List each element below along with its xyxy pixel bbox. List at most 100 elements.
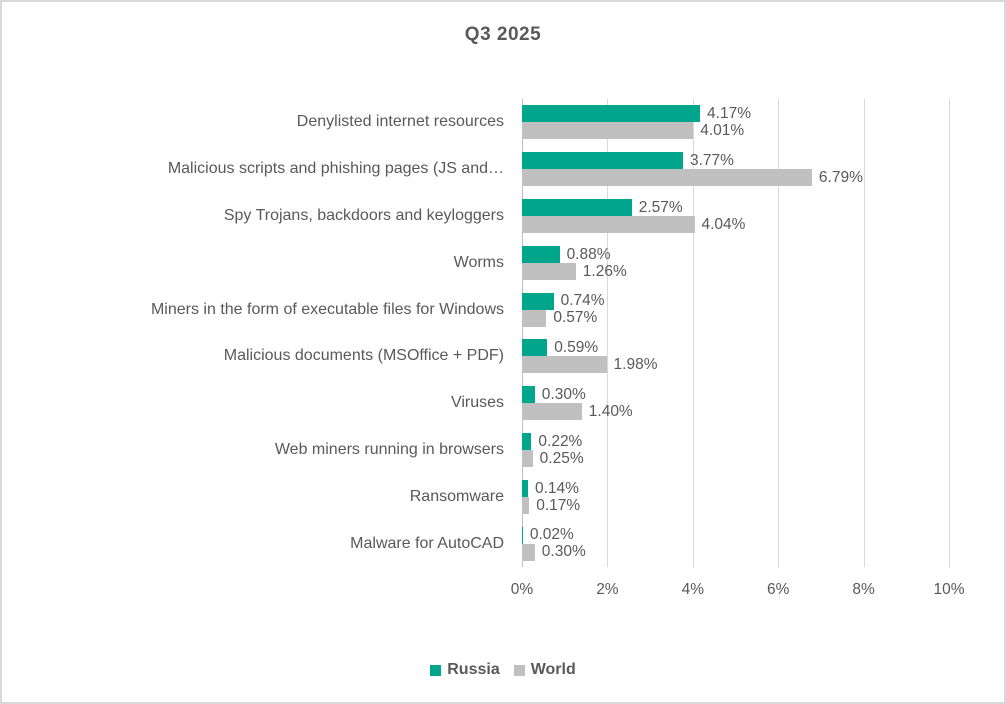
category-label: Malicious documents (MSOffice + PDF)	[223, 347, 504, 365]
bar-russia	[522, 432, 532, 450]
value-label-world: 1.40%	[588, 402, 633, 420]
bar-line-russia: 0.74%	[522, 292, 949, 310]
gridlines-layer	[522, 99, 950, 567]
bar-row: 0.30% 1.40%	[522, 380, 949, 427]
bar-russia	[522, 526, 523, 544]
value-label-russia: 0.59%	[554, 339, 599, 357]
value-label-russia: 0.14%	[534, 479, 579, 497]
bar-world	[522, 543, 535, 561]
legend-swatch-russia	[430, 664, 442, 676]
bar-line-russia: 4.17%	[522, 105, 949, 123]
value-label-russia: 0.74%	[560, 292, 605, 310]
bar-line-world: 1.40%	[522, 402, 949, 421]
bar-world	[522, 262, 576, 280]
bar-row: 0.88% 1.26%	[522, 239, 949, 286]
value-label-world: 4.04%	[701, 215, 746, 233]
bar-row: 2.57% 4.04%	[522, 193, 949, 240]
category-label: Malicious scripts and phishing pages (JS…	[167, 160, 504, 178]
bar-russia	[522, 292, 554, 310]
category-label: Web miners running in browsers	[274, 440, 504, 458]
bar-line-world: 1.26%	[522, 262, 949, 280]
category-label: Miners in the form of executable files f…	[150, 300, 504, 318]
x-tick-label: 0%	[510, 581, 534, 598]
x-tick-label: 4%	[681, 581, 704, 598]
legend-swatch-world	[513, 664, 525, 676]
category-label: Spy Trojans, backdoors and keyloggers	[223, 206, 504, 224]
bar-russia	[522, 339, 548, 357]
value-label-russia: 0.22%	[538, 432, 583, 450]
legend-label-russia: Russia	[447, 661, 500, 678]
bar-line-russia: 3.77%	[522, 151, 949, 170]
bar-world	[522, 309, 547, 327]
value-label-russia: 2.57%	[638, 198, 683, 216]
bar-line-world: 1.98%	[522, 356, 949, 374]
gridline	[778, 99, 780, 567]
x-axis: 0% 2% 4% 6% 8% 10%	[511, 581, 965, 601]
gridline	[692, 99, 694, 567]
category-axis: Denylisted internet resources Malicious s…	[2, 99, 513, 567]
bar-line-russia: 2.57%	[522, 198, 949, 216]
bar-russia	[522, 152, 683, 170]
bar-russia	[522, 105, 701, 123]
bar-world	[522, 403, 582, 421]
bar-world	[522, 169, 812, 187]
category-label: Denylisted internet resources	[296, 113, 504, 131]
category-label: Ransomware	[409, 487, 504, 505]
bar-row: 0.02% 0.30%	[522, 520, 949, 567]
bar-line-world: 4.04%	[522, 215, 949, 233]
bar-world	[522, 356, 607, 374]
value-label-russia: 3.77%	[689, 151, 734, 169]
value-label-world: 1.98%	[613, 356, 658, 374]
x-tick-label: 2%	[596, 581, 619, 598]
bar-row: 0.59% 1.98%	[522, 333, 949, 380]
legend-item-world: World	[513, 661, 576, 679]
bar-russia	[522, 386, 535, 404]
bar-line-russia: 0.02%	[522, 526, 949, 544]
bar-russia	[522, 245, 560, 263]
legend-label-world: World	[530, 661, 576, 678]
x-tick-label: 10%	[933, 581, 965, 598]
value-label-world: 0.17%	[536, 496, 581, 514]
value-label-world: 4.01%	[700, 122, 745, 140]
bar-world	[522, 122, 694, 140]
bar-line-world: 0.30%	[522, 543, 949, 561]
legend-item-russia: Russia	[430, 661, 500, 679]
bar-world	[522, 449, 533, 467]
bar-russia	[522, 479, 528, 497]
bar-line-world: 6.79%	[522, 168, 949, 187]
value-label-russia: 0.02%	[529, 526, 574, 544]
value-label-world: 0.30%	[541, 543, 586, 561]
gridline	[607, 99, 609, 567]
bar-russia	[522, 198, 632, 216]
bar-world	[522, 496, 530, 514]
bar-row: 3.77% 6.79%	[522, 146, 949, 193]
plot-area: 4.17% 4.01% 3.77% 6.79% 2.57% 4.04% 0.88% 1.26%…	[522, 99, 950, 567]
bar-line-russia: 0.30%	[522, 385, 949, 404]
bar-line-russia: 0.14%	[522, 479, 949, 497]
value-label-world: 0.57%	[553, 309, 598, 327]
bar-line-russia: 0.88%	[522, 245, 949, 263]
x-tick-label: 6%	[766, 581, 790, 598]
y-axis-line	[522, 99, 523, 567]
value-label-world: 1.26%	[582, 262, 627, 280]
bar-line-russia: 0.59%	[522, 339, 949, 357]
x-tick-label: 8%	[852, 581, 875, 598]
category-label: Malware for AutoCAD	[350, 534, 504, 552]
bar-line-world: 0.17%	[522, 496, 949, 514]
value-label-russia: 0.30%	[541, 385, 586, 403]
gridline	[949, 99, 950, 567]
bar-line-world: 0.25%	[522, 449, 949, 467]
value-label-world: 0.25%	[539, 449, 584, 467]
legend: Russia World	[2, 661, 1004, 679]
value-label-russia: 4.17%	[707, 105, 751, 123]
value-label-russia: 0.88%	[566, 245, 611, 263]
category-label: Worms	[453, 253, 504, 271]
bar-line-russia: 0.22%	[522, 432, 949, 450]
category-label: Viruses	[450, 394, 504, 412]
bars-layer: 4.17% 4.01% 3.77% 6.79% 2.57% 4.04% 0.88% 1.26%…	[522, 99, 949, 567]
bar-world	[522, 215, 695, 233]
bar-row: 0.74% 0.57%	[522, 286, 949, 333]
bar-row: 0.14% 0.17%	[522, 473, 949, 520]
value-label-world: 6.79%	[818, 168, 863, 186]
